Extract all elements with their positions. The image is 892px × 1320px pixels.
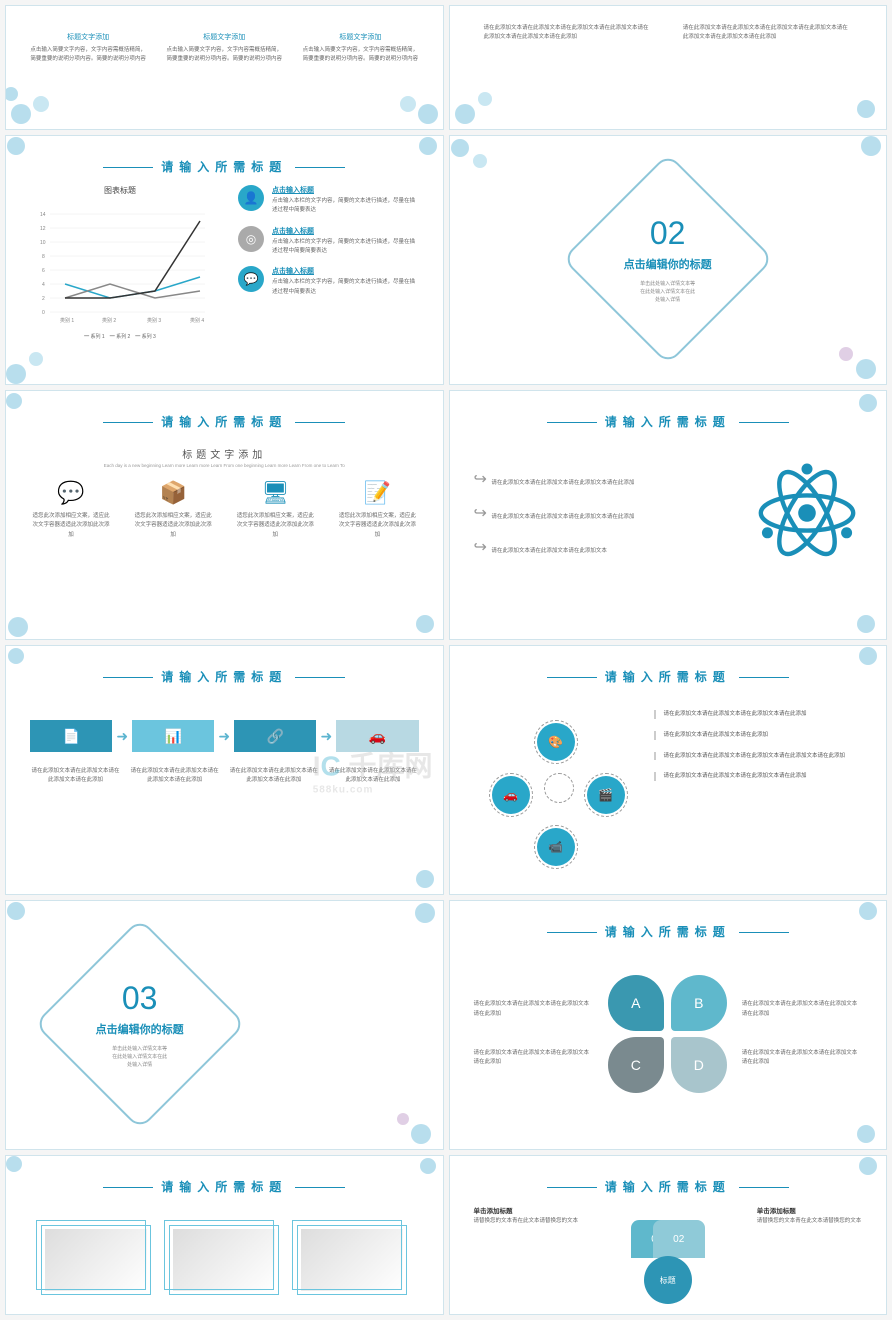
process-step: 📄	[30, 720, 112, 752]
icon-cluster: 🎨 🚗 🎬 📹	[484, 715, 644, 875]
svg-text:8: 8	[42, 254, 45, 260]
svg-text:0: 0	[42, 310, 45, 316]
palette-icon: 🎨	[537, 723, 575, 761]
atom-icon	[752, 458, 862, 568]
slide-abcd: 请输入所需标题 请在此添加文本请在此添加文本请在此添加文本请在此添加 请在此添加…	[449, 900, 888, 1150]
photo-frame	[41, 1225, 151, 1295]
share-arrow-icon: ↪	[474, 539, 487, 556]
col-title: 标题文字添加	[30, 32, 146, 42]
slide-atom: 请输入所需标题 ↪ 请在此添加文本请在此添加文本请在此添加文本请在此添加 ↪ 请…	[449, 390, 888, 640]
share-arrow-icon: ↪	[474, 505, 487, 522]
section-number: 02	[624, 215, 712, 252]
cube-icon: 📦	[132, 480, 214, 506]
process-step: 🚗	[336, 720, 418, 752]
slide-photos: 请输入所需标题	[5, 1155, 444, 1315]
cross-diagram: 01 02 标题	[589, 1220, 747, 1315]
chart-title: 图表标题	[30, 185, 210, 196]
svg-text:类别 1: 类别 1	[60, 317, 74, 324]
leaf-quad: A B C D	[608, 975, 728, 1093]
slide-cluster: 请输入所需标题 🎨 🚗 🎬 📹 请在此添加文本请在此添加文本请在此添加文本请在此…	[449, 645, 888, 895]
slide-two-text: 请在此添加文本请在此添加文本请在此添加文本请在此添加文本请在此添加文本请在此添加…	[449, 5, 888, 130]
svg-text:2: 2	[42, 296, 45, 302]
slide-cross: 请输入所需标题 单击添加标题 请替换您的文本青在此文本请替换您的文本 01 02…	[449, 1155, 888, 1315]
slide-three-cols: 标题文字添加点击输入简要文字内容，文字内容需概括精简，简要重要的说明分项内容。简…	[5, 5, 444, 130]
section-diamond: 02 点击编辑你的标题 单击此处输入详情文本等 在此处输入详情文本在此 处输入详…	[562, 153, 774, 365]
chart-legend: ━ 系列 1 ━ 系列 2 ━ 系列 3	[30, 333, 210, 340]
svg-text:4: 4	[42, 282, 45, 288]
monitor-icon: 🖥	[234, 480, 316, 506]
note-icon: 📝	[336, 480, 418, 506]
process-step: 📊	[132, 720, 214, 752]
svg-text:类别 3: 类别 3	[147, 317, 161, 324]
slide-section-02: 02 点击编辑你的标题 单击此处输入详情文本等 在此处输入详情文本在此 处输入详…	[449, 135, 888, 385]
chat-icon: 💬	[30, 480, 112, 506]
slide-chart: 请输入所需标题 图表标题 0 2 4 6 8 10 12 14 类别 1 类别 2 类别 3 类别 …	[5, 135, 444, 385]
person-icon: 👤	[238, 185, 264, 211]
svg-text:类别 2: 类别 2	[102, 317, 116, 324]
section-title: 请输入所需标题	[30, 154, 419, 185]
svg-text:6: 6	[42, 268, 45, 274]
slide-process: 请输入所需标题 📄➜ 📊➜ 🔗➜ 🚗 请在此添加文本请在此添加文本请在此添加文本…	[5, 645, 444, 895]
svg-text:类别 4: 类别 4	[190, 317, 204, 324]
slide-four-icons: 请输入所需标题 标题文字添加 Each day is a new beginni…	[5, 390, 444, 640]
share-arrow-icon: ↪	[474, 471, 487, 488]
photo-frame	[169, 1225, 279, 1295]
process-step: 🔗	[234, 720, 316, 752]
svg-text:10: 10	[40, 240, 46, 246]
photo-frame	[297, 1225, 407, 1295]
line-chart: 0 2 4 6 8 10 12 14 类别 1 类别 2 类别 3 类别 4	[30, 204, 210, 324]
car-icon: 🚗	[492, 776, 530, 814]
target-icon: ◎	[238, 226, 264, 252]
chat-icon: 💬	[238, 266, 264, 292]
film-icon: 🎬	[587, 776, 625, 814]
camera-icon: 📹	[537, 828, 575, 866]
svg-text:12: 12	[40, 226, 46, 232]
svg-text:14: 14	[40, 212, 46, 218]
slide-section-03: 03 点击编辑你的标题 单击此处输入详情文本等 在此处输入详情文本在此 处输入详…	[5, 900, 444, 1150]
